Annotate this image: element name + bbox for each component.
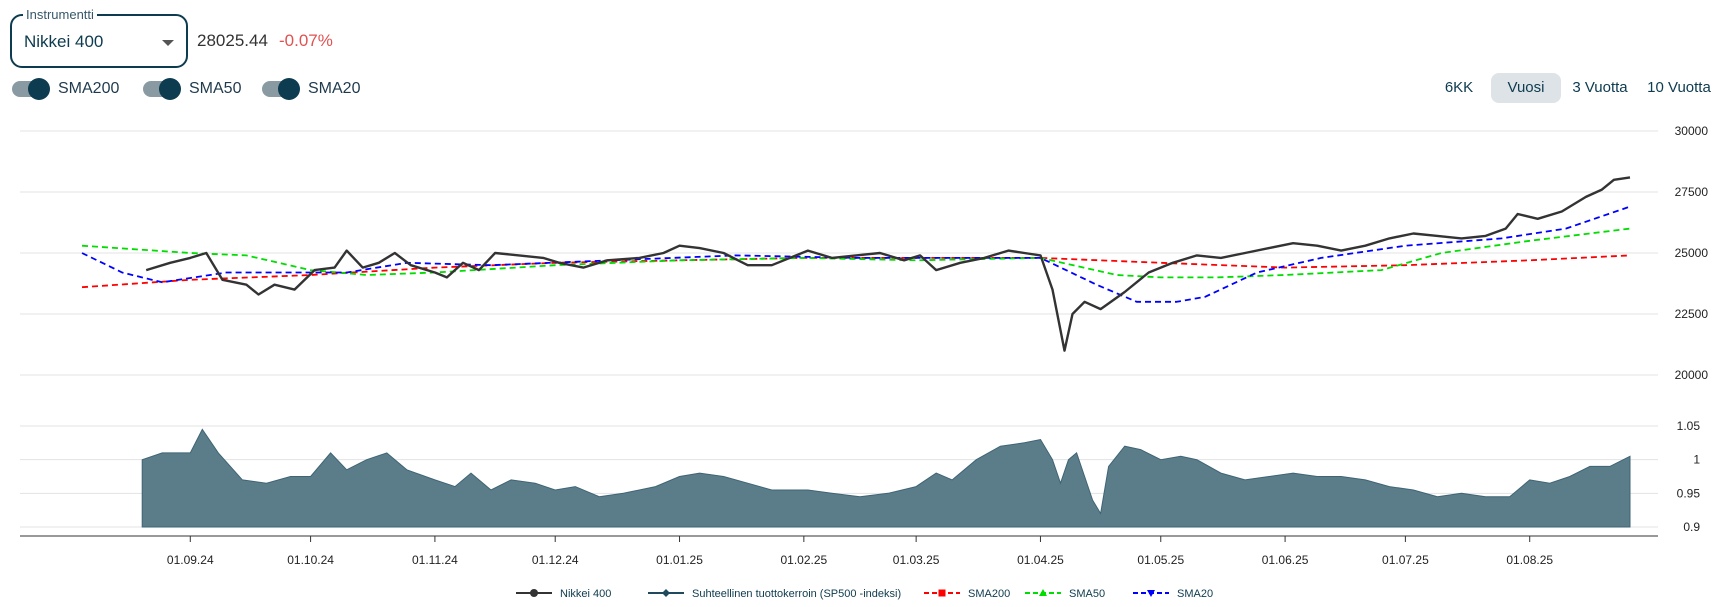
x-tick-label: 01.03.25 xyxy=(893,553,940,567)
toggle-sma20-label: SMA20 xyxy=(308,80,361,97)
toggle-sma200[interactable]: SMA200 xyxy=(12,78,119,100)
range-10-vuotta-button[interactable]: 10 Vuotta xyxy=(1647,79,1711,96)
x-tick-label: 01.12.24 xyxy=(532,553,579,567)
range-vuosi-button[interactable]: Vuosi xyxy=(1491,73,1561,103)
legend-label: Suhteellinen tuottokerroin (SP500 -indek… xyxy=(692,588,901,600)
instrument-select[interactable]: Instrumentti Nikkei 400 xyxy=(10,7,188,68)
dropdown-caret-icon xyxy=(162,40,174,46)
instrument-select-label: Instrumentti xyxy=(23,7,97,22)
x-tick-label: 01.09.24 xyxy=(167,553,214,567)
y-tick-label: 1.05 xyxy=(1677,419,1701,433)
range-3-vuotta-button[interactable]: 3 Vuotta xyxy=(1572,79,1628,96)
x-tick-label: 01.05.25 xyxy=(1137,553,1184,567)
legend-marker xyxy=(530,589,538,597)
legend-label: SMA20 xyxy=(1177,588,1213,600)
toggle-sma20[interactable]: SMA20 xyxy=(262,78,360,100)
legend-marker xyxy=(1039,589,1047,596)
y-tick-label: 20000 xyxy=(1675,368,1709,382)
toggle-sma50-label: SMA50 xyxy=(189,80,242,97)
legend-marker xyxy=(938,589,946,597)
instrument-selected-value: Nikkei 400 xyxy=(24,32,104,51)
legend-label: SMA200 xyxy=(968,588,1010,600)
series-sma200-line xyxy=(81,254,1631,289)
toggle-sma50[interactable]: SMA50 xyxy=(143,78,241,100)
y-tick-label: 27500 xyxy=(1675,185,1709,199)
y-tick-label: 1 xyxy=(1693,453,1700,467)
instrument-price: 28025.44 xyxy=(197,31,268,50)
x-tick-label: 01.07.25 xyxy=(1382,553,1429,567)
series-nikkei-400-line xyxy=(145,176,1631,352)
y-tick-label: 25000 xyxy=(1675,246,1709,260)
legend-label: Nikkei 400 xyxy=(560,588,611,600)
range-6kk-button[interactable]: 6KK xyxy=(1444,79,1474,96)
toggle-thumb xyxy=(159,78,181,100)
x-tick-label: 01.10.24 xyxy=(287,553,334,567)
y-tick-label: 30000 xyxy=(1675,124,1709,138)
toggle-switch[interactable] xyxy=(262,78,300,100)
toggle-thumb xyxy=(28,78,50,100)
legend-label: SMA50 xyxy=(1069,588,1105,600)
x-tick-label: 01.11.24 xyxy=(412,553,458,567)
toggle-thumb xyxy=(278,78,300,100)
legend-marker xyxy=(662,589,670,597)
toggle-switch[interactable] xyxy=(143,78,181,100)
series-sma20-line xyxy=(81,205,1631,303)
series-relative-return-area xyxy=(141,428,1631,528)
toggle-sma200-label: SMA200 xyxy=(58,80,120,97)
instrument-change: -0.07% xyxy=(279,31,333,50)
y-tick-label: 0.95 xyxy=(1677,486,1701,500)
y-tick-label: 0.9 xyxy=(1683,520,1700,534)
legend-marker xyxy=(1147,590,1155,597)
y-tick-label: 22500 xyxy=(1675,307,1709,321)
toggle-switch[interactable] xyxy=(12,78,50,100)
x-tick-label: 01.04.25 xyxy=(1017,553,1064,567)
x-tick-label: 01.01.25 xyxy=(656,553,703,567)
x-tick-label: 01.08.25 xyxy=(1506,553,1553,567)
x-tick-label: 01.06.25 xyxy=(1262,553,1309,567)
series-sma50-line xyxy=(81,227,1631,279)
x-tick-label: 01.02.25 xyxy=(780,553,827,567)
